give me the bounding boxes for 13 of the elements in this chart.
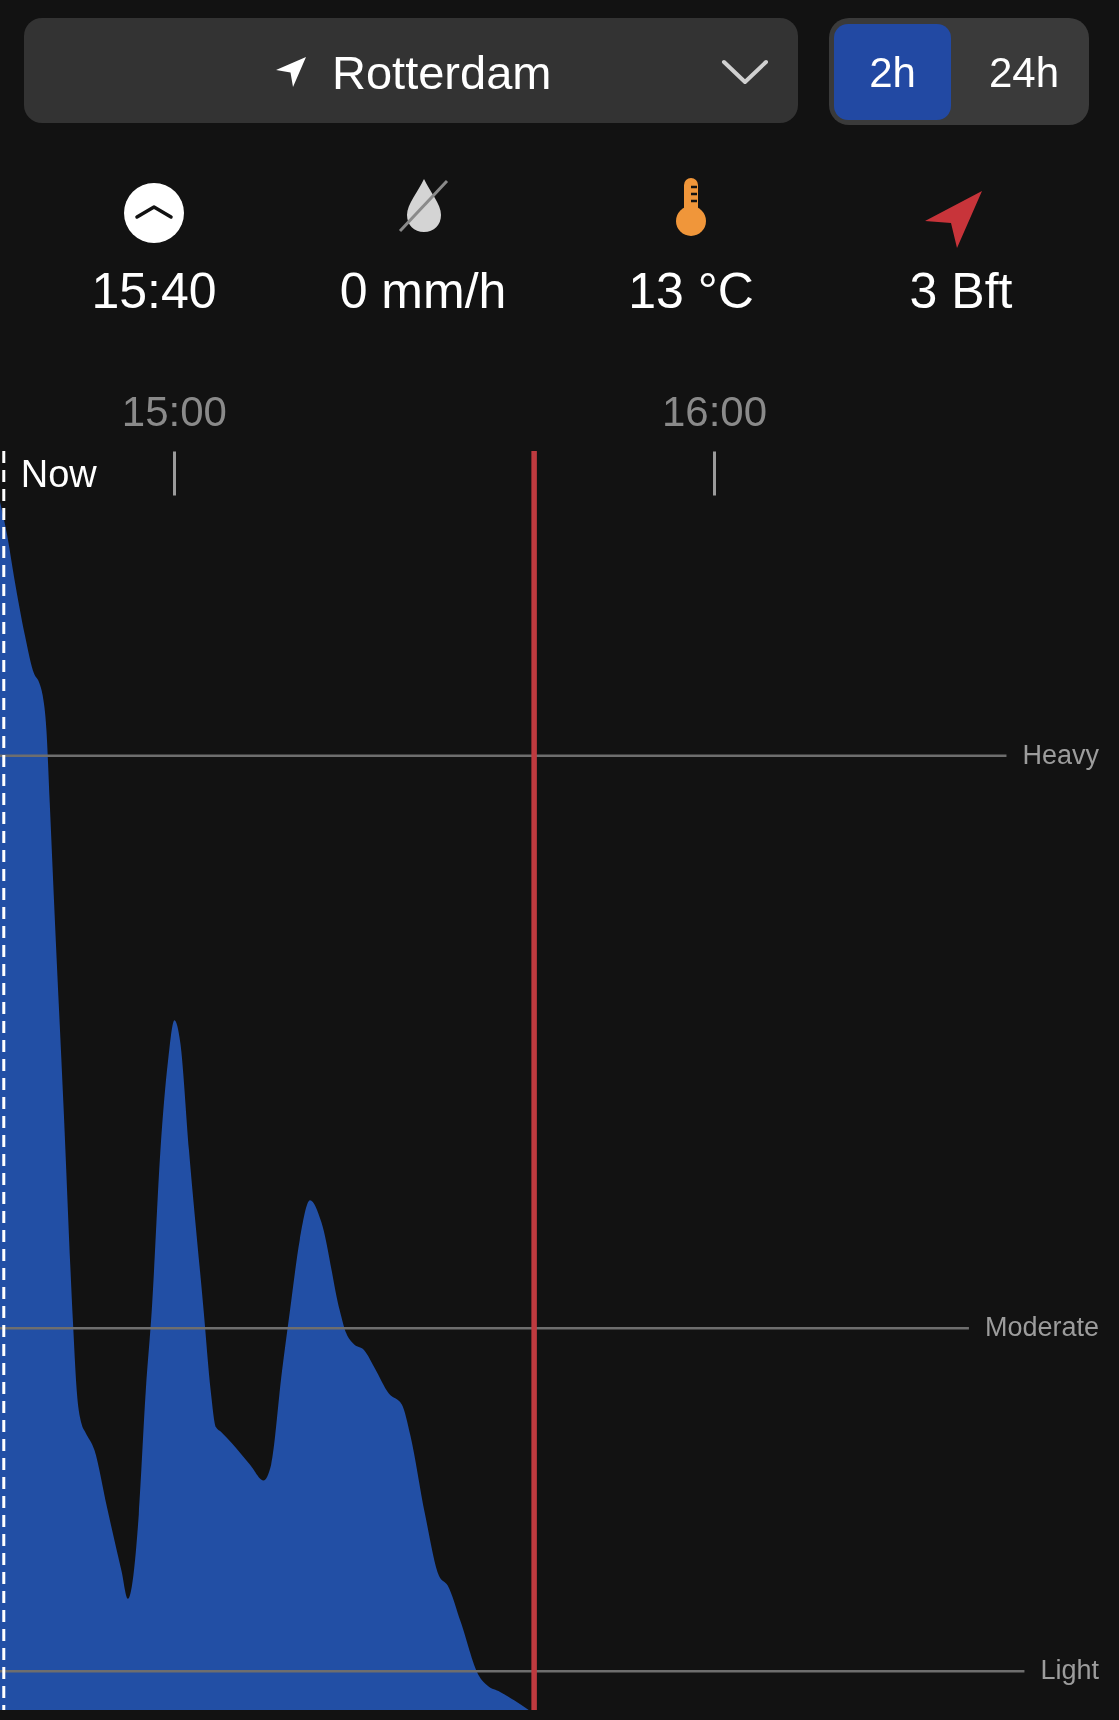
ref-line-label: Heavy (1022, 739, 1100, 770)
ref-line-label: Light (1040, 1655, 1100, 1686)
segmented-control: 2h 24h (829, 18, 1089, 125)
text: 0 mm/h (339, 263, 507, 319)
dropdown-field: Rotterdam (24, 18, 798, 123)
selected-segment-button: 2h (834, 24, 951, 120)
x-tick-label: 15:00 (121, 387, 227, 435)
text: 3 Bft (909, 263, 1013, 319)
ref-line-label: Now (20, 453, 98, 495)
text: 13 °C (628, 263, 754, 319)
x-tick-label: 16:00 (661, 387, 768, 435)
text: 15:40 (91, 263, 217, 319)
ref-line-label: Moderate (984, 1312, 1099, 1343)
